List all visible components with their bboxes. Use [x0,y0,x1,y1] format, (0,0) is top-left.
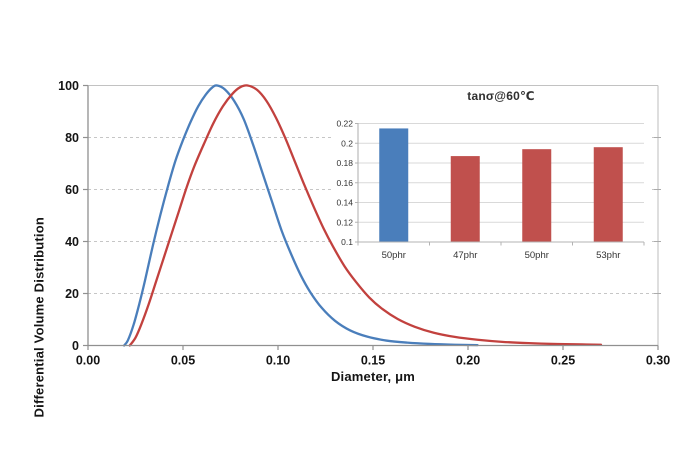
inset-x-category-label: 47phr [453,250,477,261]
y-tick-label: 60 [65,183,79,197]
x-tick-label: 0.30 [646,354,670,368]
y-tick-label: 100 [58,79,79,93]
x-tick-label: 0.00 [76,354,100,368]
inset-y-tick-label: 0.18 [336,158,353,168]
x-axis-title: Diameter, μm [330,369,416,384]
bar-50phr [522,149,552,242]
inset-y-tick-label: 0.2 [341,138,353,148]
x-tick-label: 0.20 [456,354,480,368]
y-tick-label: 0 [72,339,79,353]
inset-x-category-label: 50phr [525,250,549,261]
x-tick-label: 0.25 [551,354,575,368]
inset-x-category-label: 50phr [382,250,406,261]
inset-bar-chart-title: tanσ@60℃ [467,89,535,103]
x-tick-label: 0.05 [171,354,195,368]
x-tick-label: 0.10 [266,354,290,368]
inset-y-tick-label: 0.14 [336,198,353,208]
inset-y-tick-label: 0.16 [336,178,353,188]
y-tick-label: 20 [65,287,79,301]
blue-distribution-curve [122,84,479,347]
bar-53phr [593,147,623,242]
bar-47phr [450,156,480,242]
y-tick-label: 40 [65,235,79,249]
inset-y-tick-label: 0.12 [336,217,353,227]
inset-y-tick-label: 0.22 [336,119,353,129]
y-axis-title-text: Differential Volume Distribution [31,216,46,418]
bar-50phr [379,128,409,242]
y-tick-label: 80 [65,131,79,145]
inset-x-category-label: 53phr [596,250,620,261]
red-distribution-curve [128,84,603,347]
x-tick-label: 0.15 [361,354,385,368]
inset-y-tick-label: 0.1 [341,237,353,247]
